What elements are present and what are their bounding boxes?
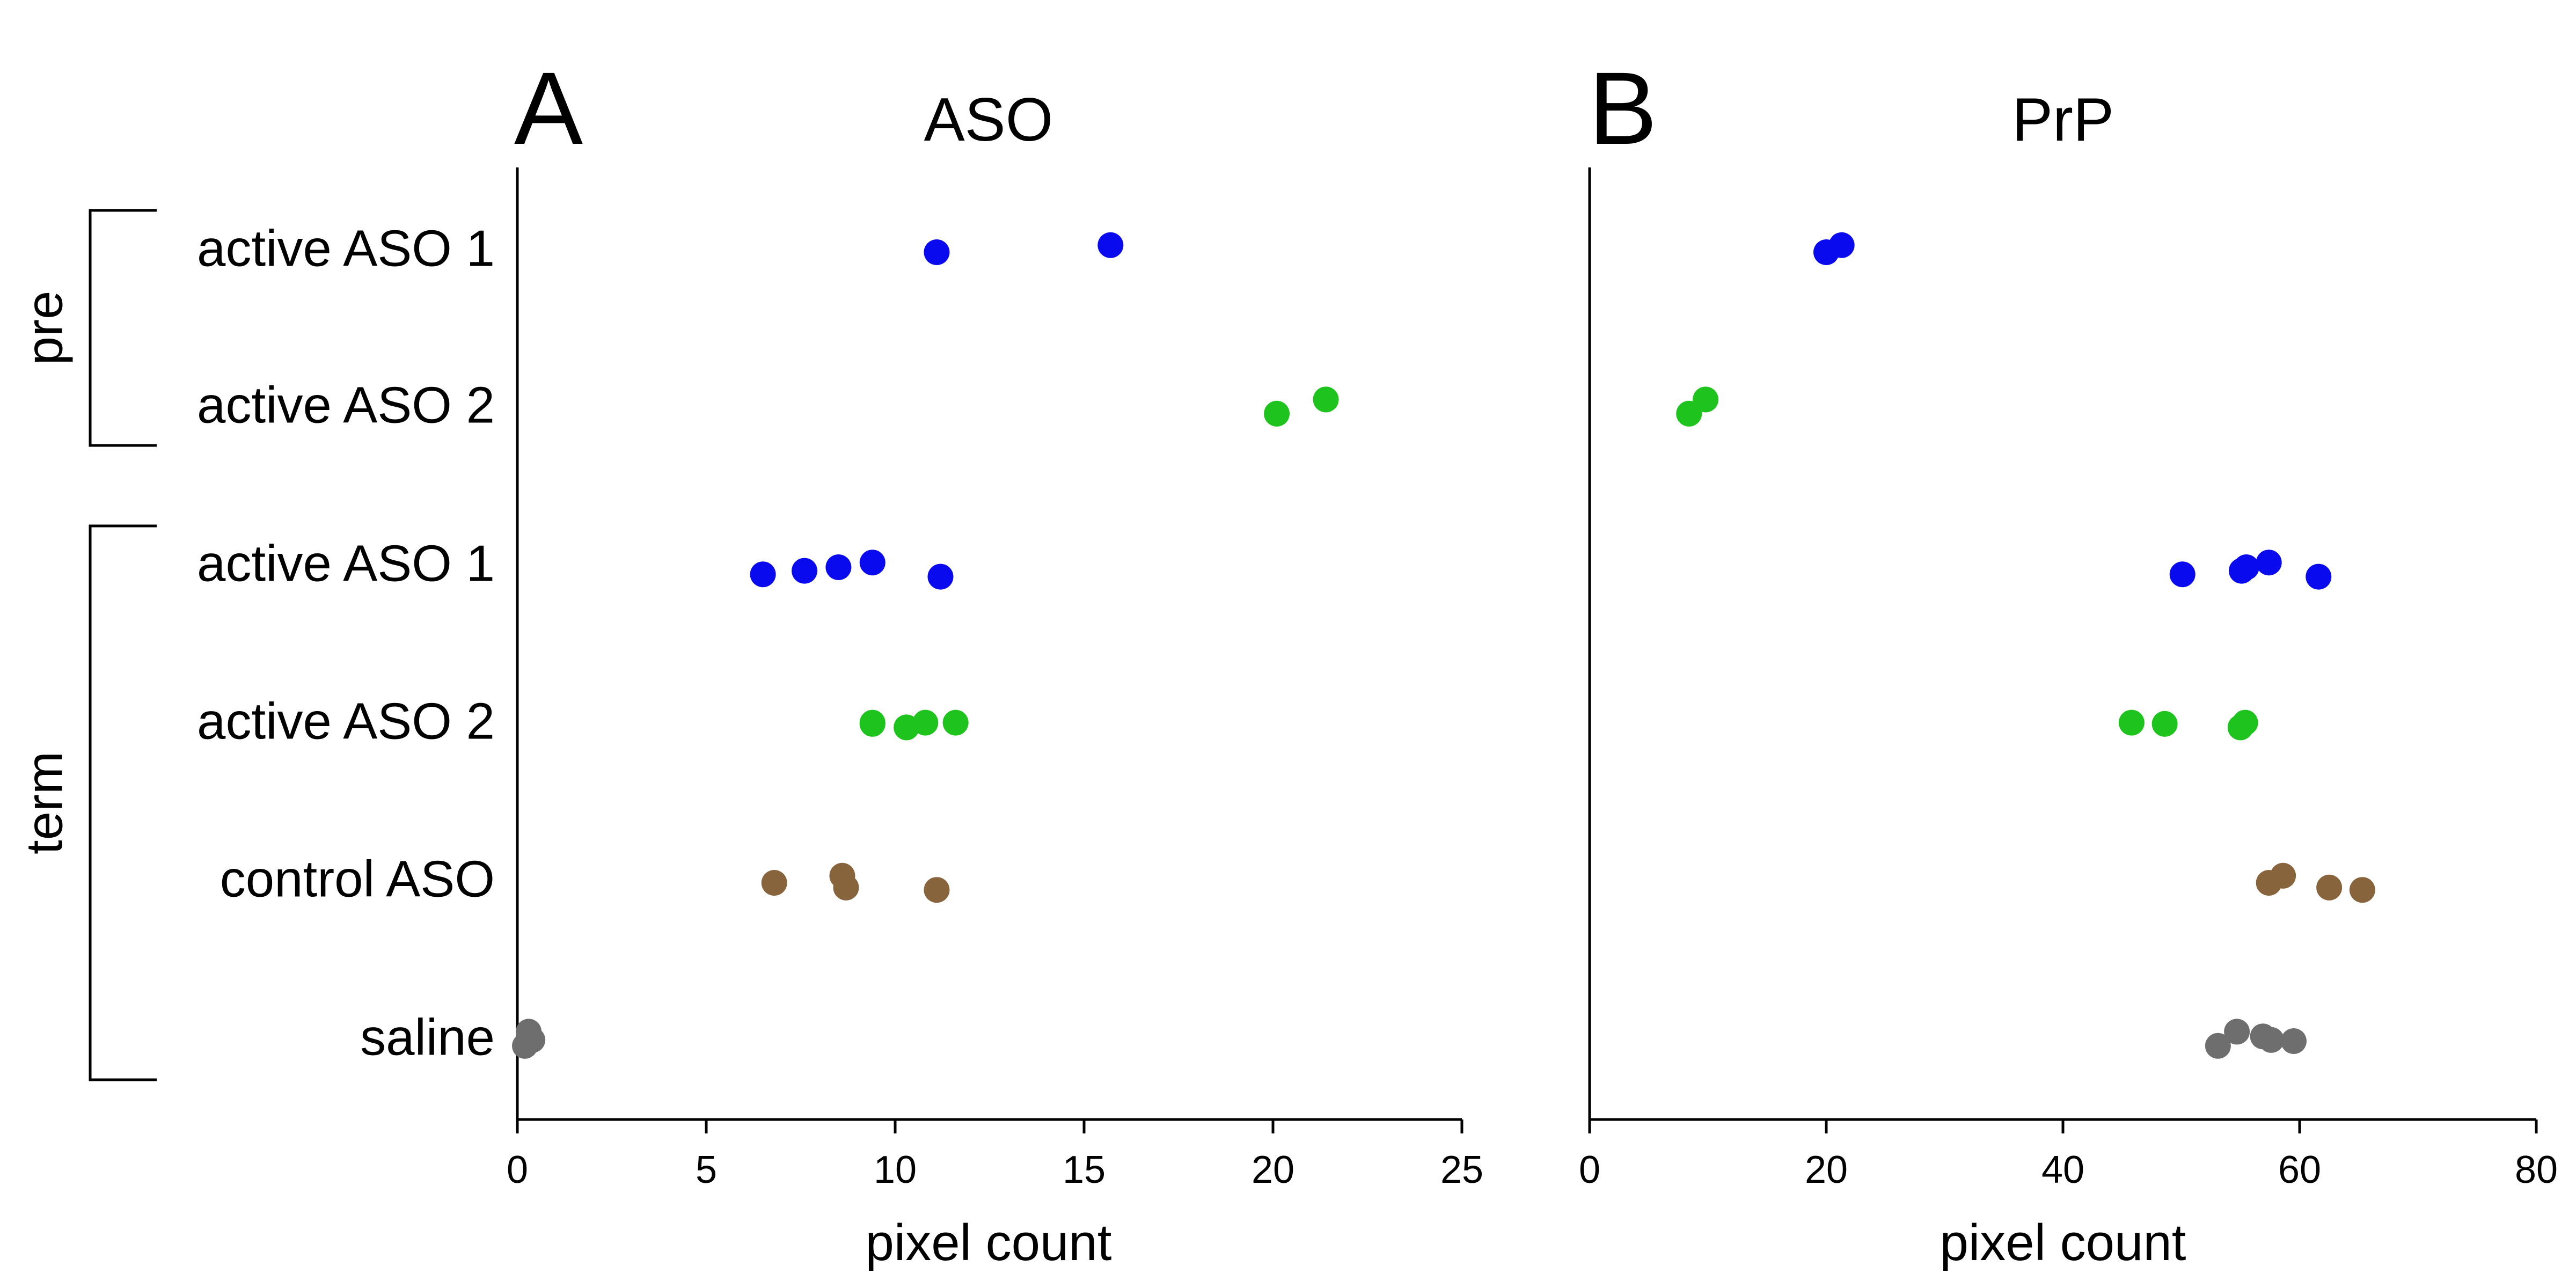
panel-letter: B xyxy=(1589,50,1657,166)
data-point xyxy=(2169,561,2196,588)
data-point xyxy=(2258,1027,2285,1053)
data-point xyxy=(2232,709,2258,736)
panel-title: ASO xyxy=(924,86,1053,154)
x-tick-label: 80 xyxy=(2515,1148,2558,1191)
data-point xyxy=(833,874,859,901)
group-label-pre: pre xyxy=(16,291,73,365)
data-point xyxy=(792,558,818,584)
panel-b: B PrP 0 20 40 60 80 pixel count xyxy=(1579,50,2558,1271)
x-ticks: 0 5 10 15 20 25 xyxy=(507,1119,1483,1191)
x-tick-label: 40 xyxy=(2041,1148,2084,1191)
x-tick-label: 0 xyxy=(507,1148,528,1191)
data-point xyxy=(2224,1019,2250,1045)
data-point xyxy=(912,709,939,736)
data-points xyxy=(1676,232,2375,1059)
data-point xyxy=(2349,877,2375,903)
x-tick-label: 60 xyxy=(2278,1148,2321,1191)
data-point xyxy=(942,709,969,736)
x-tick-label: 20 xyxy=(1805,1148,1848,1191)
data-point xyxy=(859,550,885,576)
group-brackets: pre term xyxy=(16,209,157,1081)
row-labels: active ASO 1 active ASO 2 active ASO 1 a… xyxy=(197,219,495,1066)
x-tick-label: 15 xyxy=(1063,1148,1106,1191)
data-point xyxy=(924,239,950,265)
data-point xyxy=(924,877,950,903)
data-point xyxy=(2316,874,2343,901)
data-point xyxy=(2280,1028,2307,1054)
bracket-pre xyxy=(89,209,157,447)
x-axis-label: pixel count xyxy=(1940,1214,2186,1271)
data-point xyxy=(1264,400,1290,427)
data-point xyxy=(2151,711,2178,737)
data-point xyxy=(761,870,787,896)
data-point xyxy=(927,564,954,590)
data-point xyxy=(1313,386,1339,413)
data-point xyxy=(2306,564,2332,590)
bracket-term xyxy=(89,524,157,1081)
data-point xyxy=(519,1027,546,1053)
row-label: active ASO 2 xyxy=(197,692,495,750)
row-label: active ASO 2 xyxy=(197,376,495,434)
data-point xyxy=(1097,232,1124,258)
x-ticks: 0 20 40 60 80 xyxy=(1579,1119,2558,1191)
data-point xyxy=(2205,1033,2231,1059)
data-point xyxy=(2118,709,2145,736)
data-point xyxy=(1828,232,1855,258)
data-points xyxy=(512,232,1339,1059)
panel-title: PrP xyxy=(2012,86,2114,154)
data-point xyxy=(2233,554,2259,580)
data-point xyxy=(859,711,885,737)
data-point xyxy=(2256,550,2282,576)
data-point xyxy=(2270,862,2296,889)
data-point xyxy=(825,554,852,580)
x-tick-label: 0 xyxy=(1579,1148,1600,1191)
data-point xyxy=(750,561,776,588)
x-axis-label: pixel count xyxy=(866,1214,1112,1271)
row-label: saline xyxy=(360,1008,495,1066)
row-label: active ASO 1 xyxy=(197,219,495,277)
x-tick-label: 25 xyxy=(1440,1148,1483,1191)
panel-letter: A xyxy=(514,50,583,166)
x-tick-label: 5 xyxy=(696,1148,717,1191)
row-label: control ASO xyxy=(220,850,495,908)
data-point xyxy=(1693,386,1719,413)
x-tick-label: 20 xyxy=(1252,1148,1294,1191)
group-label-term: term xyxy=(16,751,73,854)
panel-a: A ASO 0 5 10 15 20 25 pixel count xyxy=(507,50,1483,1271)
x-tick-label: 10 xyxy=(874,1148,917,1191)
row-label: active ASO 1 xyxy=(197,535,495,592)
